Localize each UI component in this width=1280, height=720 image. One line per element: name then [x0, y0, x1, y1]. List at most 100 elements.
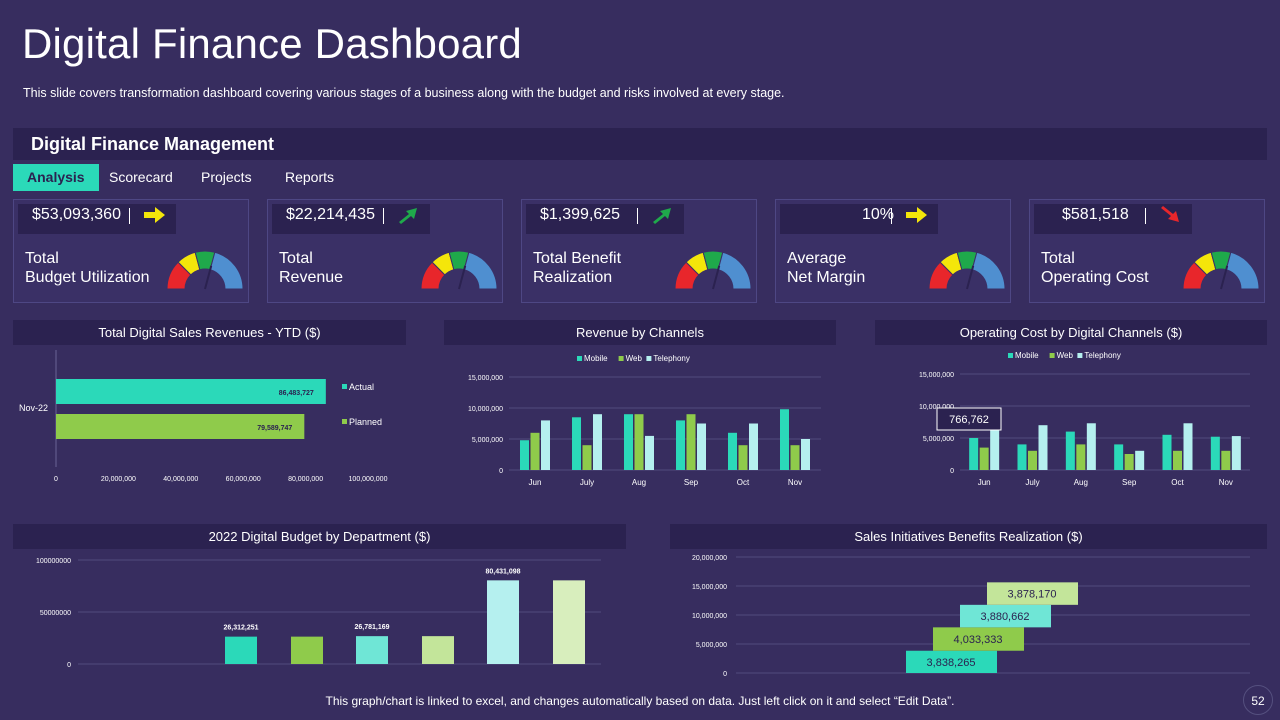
x-tick-label: 0	[54, 476, 58, 483]
bar-telephony	[541, 420, 550, 470]
arrow-right-icon	[144, 207, 165, 223]
chart-title-budget-department: 2022 Digital Budget by Department ($)	[13, 524, 626, 549]
tab-scorecard[interactable]: Scorecard	[109, 169, 173, 185]
bar-telephony	[593, 414, 602, 470]
legend-label: Mobile	[584, 354, 608, 363]
kpi-label: Average Net Margin	[787, 250, 866, 286]
legend-swatch	[618, 356, 624, 361]
tab-projects[interactable]: Projects	[201, 169, 252, 185]
chart-title-benefits-realization: Sales Initiatives Benefits Realization (…	[670, 524, 1267, 549]
y-tick-label: 0	[950, 468, 954, 475]
footer-note: This graph/chart is linked to excel, and…	[325, 694, 955, 708]
x-tick-label: Oct	[737, 478, 750, 487]
bar-mobile	[780, 409, 789, 470]
bar-web	[1124, 454, 1134, 470]
data-label: 3,838,265	[927, 657, 976, 669]
kpi-value: $22,214,435	[286, 206, 375, 223]
bar-initiative	[987, 582, 1078, 605]
kpi-value-box	[18, 204, 176, 234]
legend-label: Web	[626, 354, 643, 363]
bar-department	[487, 580, 519, 664]
kpi-value-box	[780, 204, 938, 234]
kpi-value: $581,518	[1062, 206, 1129, 223]
chart-benefits-realization: 0 5,000,000 10,000,000 15,000,000 20,000,000…	[692, 555, 1250, 678]
annotation-box	[936, 407, 1002, 431]
bar-web	[530, 432, 540, 470]
y-tick-label: 0	[67, 662, 71, 669]
arrow-down-right-icon	[1161, 206, 1179, 222]
kpi-divider	[637, 208, 638, 224]
x-tick-label: 60,000,000	[226, 476, 261, 483]
page-subtitle: This slide covers transformation dashboa…	[23, 86, 785, 100]
chart-sales-revenues: 86,483,727 Actual 79,589,747 Planned Nov-22 0…	[19, 350, 388, 483]
bar-telephony	[697, 423, 706, 470]
kpi-label: Total Revenue	[279, 250, 344, 286]
bar-telephony	[1231, 436, 1241, 470]
bar-web	[686, 414, 696, 470]
x-tick-label: Nov	[788, 478, 802, 487]
legend-swatch	[646, 356, 652, 361]
chart-title-sales-revenues: Total Digital Sales Revenues - YTD ($)	[13, 320, 406, 345]
bar-telephony	[1038, 425, 1048, 470]
y-tick-label: 5,000,000	[472, 437, 503, 444]
gauge-needle	[1220, 265, 1229, 290]
gauge-icon	[928, 250, 1006, 290]
chart-revenue-channels: 0 5,000,000 10,000,000 15,000,000 Jun July Aug…	[468, 354, 821, 487]
y-tick-label: 15,000,000	[468, 375, 503, 382]
legend-swatch	[577, 356, 582, 361]
bar-web	[1221, 450, 1231, 470]
bar-telephony	[749, 423, 758, 470]
gauge-icon	[674, 250, 752, 290]
y-tick-label: 50000000	[40, 610, 71, 617]
x-tick-label: July	[580, 478, 594, 487]
bar-mobile	[969, 438, 979, 470]
bar-actual	[56, 379, 326, 404]
data-label: 3,880,662	[981, 611, 1030, 623]
page-title: Digital Finance Dashboard	[22, 20, 522, 67]
bar-telephony	[645, 435, 654, 470]
bar-mobile	[1162, 434, 1172, 470]
kpi-divider	[383, 208, 384, 224]
legend-label: Mobile	[1015, 351, 1039, 360]
gauge-needle	[204, 265, 213, 290]
legend-swatch	[342, 419, 347, 424]
bar-telephony	[801, 439, 810, 470]
bar-initiative	[906, 650, 997, 673]
bar-telephony	[990, 428, 1000, 470]
gauge-segment	[1225, 251, 1260, 290]
legend-label: Actual	[349, 382, 374, 392]
x-tick-label: Sep	[1122, 478, 1137, 487]
bar-web	[1173, 450, 1182, 470]
gauge-needle	[966, 265, 975, 290]
legend-label: Planned	[349, 417, 382, 427]
kpi-card-revenue: $22,214,435 Total Revenue	[267, 199, 503, 303]
bar-initiative	[960, 604, 1051, 628]
legend-swatch	[342, 384, 347, 389]
gauge-needle	[458, 265, 467, 290]
gauge-segment	[717, 251, 752, 290]
gauge-segment	[463, 251, 498, 290]
gauge-segment	[971, 251, 1006, 290]
category-label: Nov-22	[19, 403, 48, 413]
gauge-needle	[712, 265, 721, 290]
bar-telephony	[1086, 423, 1096, 470]
y-tick-label: 0	[499, 468, 503, 475]
bar-mobile	[1210, 436, 1220, 470]
tab-analysis[interactable]: Analysis	[13, 164, 99, 191]
arrow-up-right-icon	[399, 208, 417, 224]
section-header: Digital Finance Management	[13, 128, 1267, 160]
bar-web	[790, 445, 800, 470]
bar-mobile	[1017, 444, 1027, 470]
bar-mobile	[520, 440, 529, 470]
arrow-right-icon	[906, 207, 927, 223]
kpi-card-budget-utilization: $53,093,360 Total Budget Utilization	[13, 199, 249, 303]
bar-mobile	[572, 417, 581, 470]
kpi-value: 10%	[862, 206, 895, 223]
y-tick-label: 5,000,000	[696, 642, 727, 649]
tab-reports[interactable]: Reports	[285, 169, 335, 185]
x-tick-label: Jun	[529, 478, 542, 487]
data-label: 4,033,333	[954, 634, 1003, 646]
data-label: 79,589,747	[257, 425, 292, 432]
kpi-label: Total Budget Utilization	[25, 250, 150, 286]
